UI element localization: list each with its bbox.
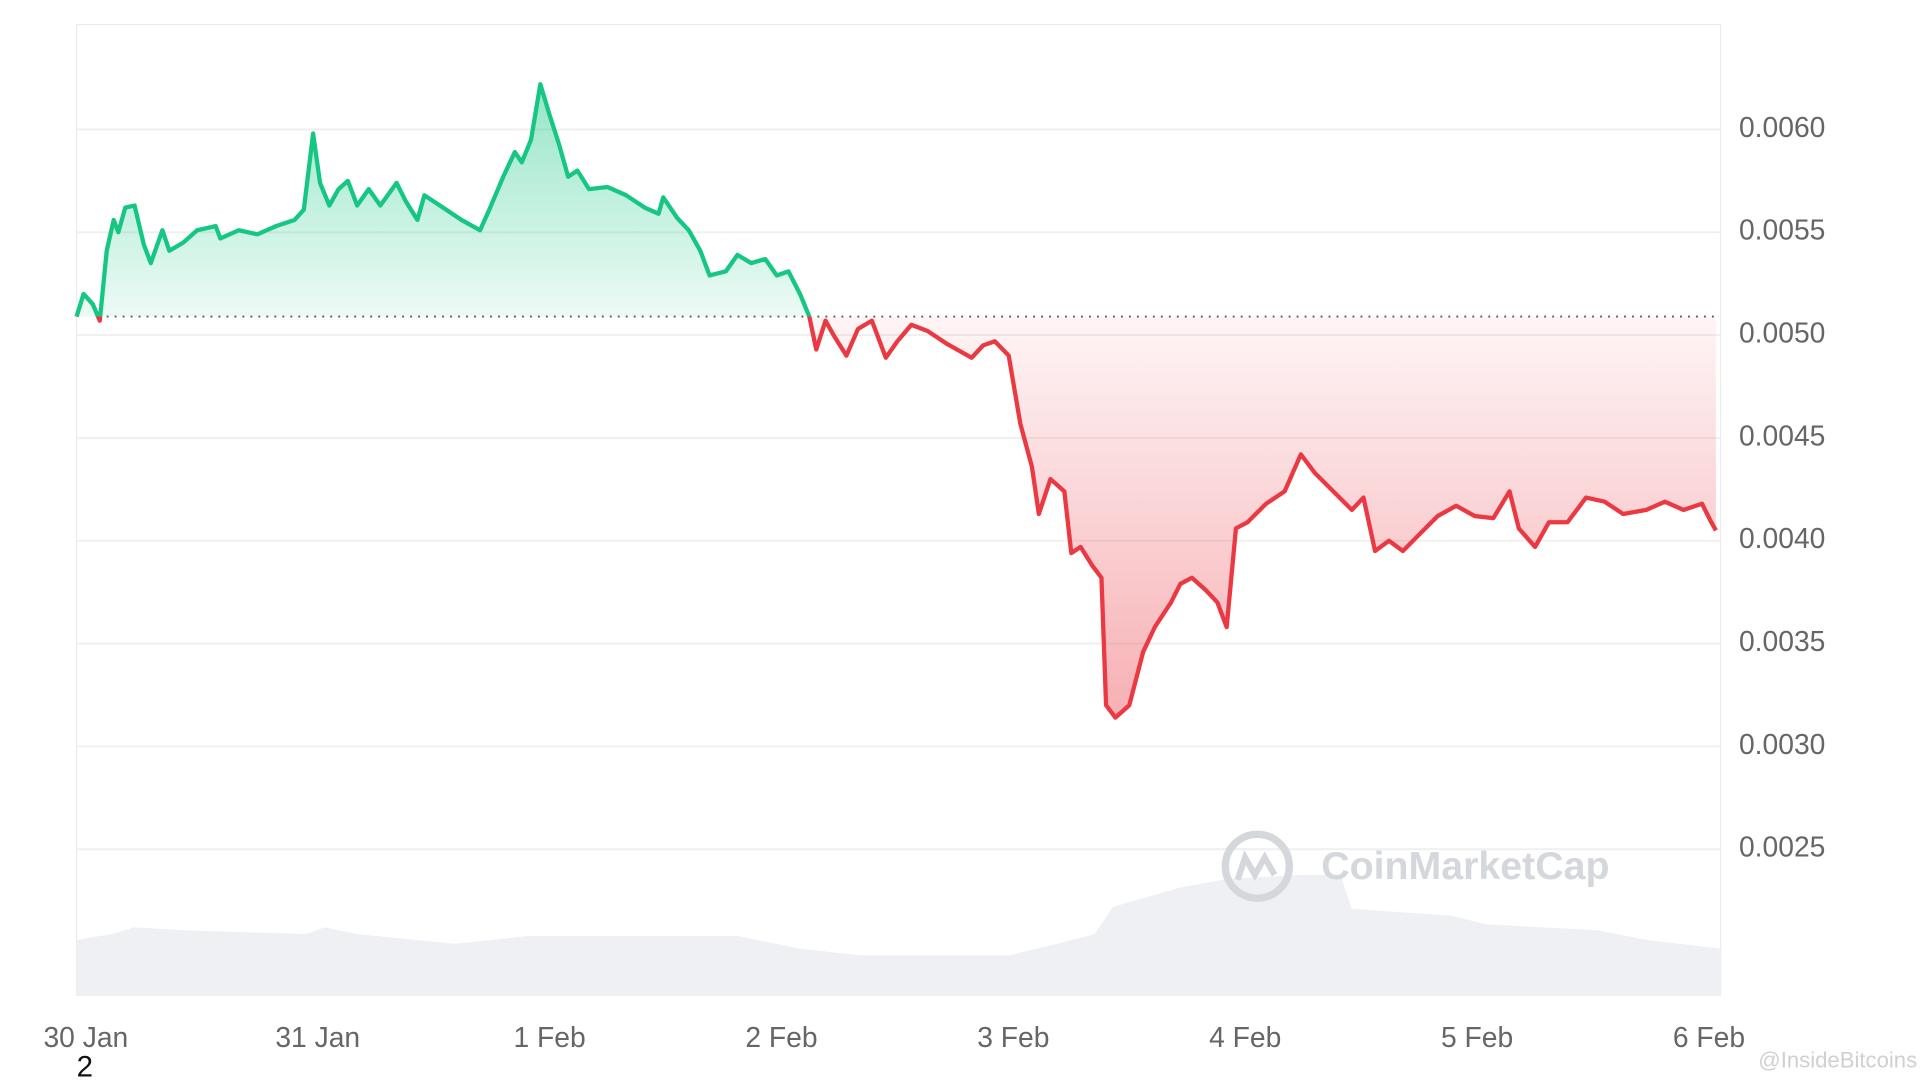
x-tick-label: 2 Feb xyxy=(745,1021,817,1053)
watermark-logo-mark xyxy=(1234,850,1278,882)
x-tick-label: 1 Feb xyxy=(513,1021,585,1053)
price-area xyxy=(76,84,1716,718)
x-tick-label: 5 Feb xyxy=(1441,1021,1513,1053)
y-tick-label: 0.0030 xyxy=(1739,728,1825,760)
watermark-text: CoinMarketCap xyxy=(1321,844,1609,888)
y-tick-label: 0.0050 xyxy=(1739,317,1825,349)
x-tick-label: 31 Jan xyxy=(275,1021,360,1053)
footnote: 2 xyxy=(77,1051,93,1080)
y-tick-label: 0.0035 xyxy=(1739,625,1825,657)
y-tick-label: 0.0040 xyxy=(1739,522,1825,554)
y-tick-label: 0.0055 xyxy=(1739,214,1825,246)
volume-area xyxy=(76,874,1721,996)
y-tick-label: 0.0060 xyxy=(1739,111,1825,143)
x-tick-label: 30 Jan xyxy=(43,1021,128,1053)
y-tick-label: 0.0045 xyxy=(1739,419,1825,451)
credit: @InsideBitcoins xyxy=(1758,1047,1917,1072)
x-tick-label: 6 Feb xyxy=(1673,1021,1745,1053)
watermark: CoinMarketCap xyxy=(1221,830,1609,902)
watermark-logo xyxy=(1221,830,1293,902)
y-tick-label: 0.0025 xyxy=(1739,831,1825,863)
x-tick-label: 3 Feb xyxy=(977,1021,1049,1053)
price-line xyxy=(74,82,1718,720)
x-tick-label: 4 Feb xyxy=(1209,1021,1281,1053)
